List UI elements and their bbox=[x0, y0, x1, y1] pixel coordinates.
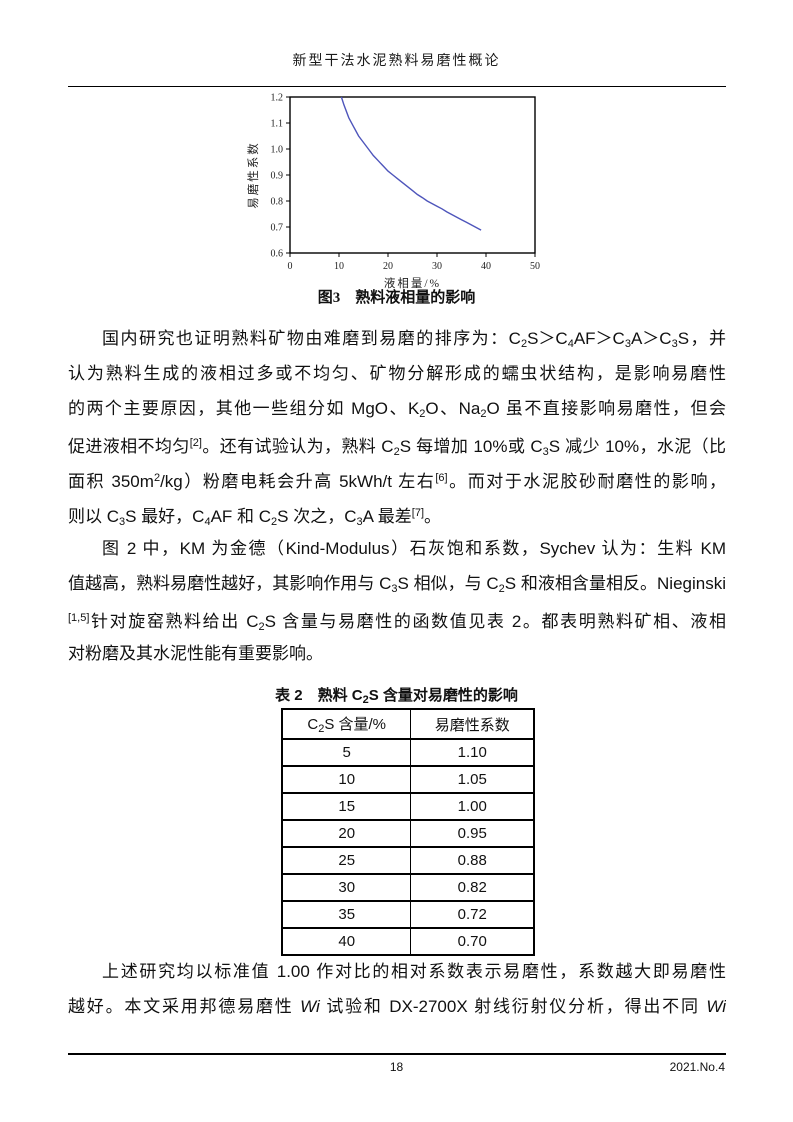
page-number: 18 bbox=[389, 1060, 404, 1074]
text-line: 面积 350m2/kg）粉磨电耗会升高 5kWh/t 左右[6]。而对于水泥胶砂… bbox=[68, 472, 726, 491]
header-divider bbox=[68, 86, 726, 87]
svg-text:0.6: 0.6 bbox=[271, 249, 284, 260]
table-header-row: C2S 含量/% 易磨性系数 bbox=[281, 708, 535, 740]
table-cell: 30 bbox=[281, 873, 412, 902]
table-cell: 20 bbox=[281, 819, 412, 848]
svg-text:易磨性系数: 易磨性系数 bbox=[246, 141, 260, 209]
table-row: 40 0.70 bbox=[281, 927, 535, 956]
table-cell: 25 bbox=[281, 846, 412, 875]
table-cell: 1.05 bbox=[410, 765, 535, 794]
svg-text:液相量/%: 液相量/% bbox=[384, 276, 441, 290]
text-line: 促进液相不均匀[2]。还有试验认为，熟料 C2S 每增加 10%或 C3S 减少… bbox=[68, 437, 726, 458]
text-line: 的两个主要原因，其他一些组分如 MgO、K2O、Na2O 虽不直接影响易磨性，但… bbox=[68, 399, 726, 420]
table-cell: 35 bbox=[281, 900, 412, 929]
svg-text:1.2: 1.2 bbox=[271, 93, 284, 104]
table-cell: 40 bbox=[281, 927, 412, 956]
body-text: 国内研究也证明熟料矿物由难磨到易磨的排序为：C2S＞C4AF＞C3A＞C3S，并… bbox=[68, 321, 726, 671]
table-cell: 1.00 bbox=[410, 792, 535, 821]
table-row: 15 1.00 bbox=[281, 792, 535, 821]
text-line: 图 2 中，KM 为金德（Kind-Modulus）石灰饱和系数，Sychev … bbox=[102, 539, 726, 558]
svg-text:0.7: 0.7 bbox=[271, 223, 284, 234]
text-line: 越好。本文采用邦德易磨性 Wi 试验和 DX-2700X 射线衍射仪分析，得出不… bbox=[68, 997, 726, 1016]
table-row: 20 0.95 bbox=[281, 819, 535, 848]
table-2: C2S 含量/% 易磨性系数 5 1.10 10 1.05 15 1.00 20 0.95 25 0… bbox=[281, 708, 535, 956]
table-row: 5 1.10 bbox=[281, 738, 535, 767]
svg-text:0: 0 bbox=[288, 261, 293, 272]
text-line: 对粉磨及其水泥性能有重要影响。 bbox=[68, 644, 323, 663]
svg-text:1.0: 1.0 bbox=[271, 145, 284, 156]
table-row: 25 0.88 bbox=[281, 846, 535, 875]
issue-label: 2021.No.4 bbox=[669, 1060, 725, 1074]
text-line: 国内研究也证明熟料矿物由难磨到易磨的排序为：C2S＞C4AF＞C3A＞C3S，并 bbox=[102, 329, 726, 350]
text-line: 值越高，熟料易磨性越好，其影响作用与 C3S 相似，与 C2S 和液相含量相反。… bbox=[68, 574, 726, 595]
body-text: 上述研究均以标准值 1.00 作对比的相对系数表示易磨性，系数越大即易磨性越好。… bbox=[68, 954, 726, 1024]
svg-text:30: 30 bbox=[432, 261, 442, 272]
svg-text:50: 50 bbox=[530, 261, 540, 272]
svg-text:10: 10 bbox=[334, 261, 344, 272]
table-cell: 0.88 bbox=[410, 846, 535, 875]
table-cell: 0.72 bbox=[410, 900, 535, 929]
text-line: 上述研究均以标准值 1.00 作对比的相对系数表示易磨性，系数越大即易磨性 bbox=[102, 962, 726, 981]
svg-text:1.1: 1.1 bbox=[271, 119, 284, 130]
table-row: 10 1.05 bbox=[281, 765, 535, 794]
table-cell: 0.95 bbox=[410, 819, 535, 848]
svg-text:20: 20 bbox=[383, 261, 393, 272]
figure-3-line-chart: 0 10 20 30 40 50 0.6 0.7 0.8 0.9 1.0 1.1 1.2 液相量/% 易磨性… bbox=[246, 93, 540, 291]
table-header-cell: C2S 含量/% bbox=[281, 708, 412, 740]
text-line: 认为熟料生成的液相过多或不均匀、矿物分解形成的蠕虫状结构，是影响易磨性 bbox=[68, 364, 726, 383]
table-cell: 5 bbox=[281, 738, 412, 767]
table-header-cell: 易磨性系数 bbox=[410, 708, 535, 740]
text-line: 则以 C3S 最好，C4AF 和 C2S 次之，C3A 最差[7]。 bbox=[68, 507, 441, 528]
figure-caption: 图3 熟料液相量的影响 bbox=[317, 290, 476, 306]
table-row: 30 0.82 bbox=[281, 873, 535, 902]
page-title: 新型干法水泥熟料易磨性概论 bbox=[292, 54, 501, 69]
table-row: 35 0.72 bbox=[281, 900, 535, 929]
text-line: [1,5]针对旋窑熟料给出 C2S 含量与易磨性的函数值见表 2。都表明熟料矿相… bbox=[68, 612, 726, 633]
svg-text:40: 40 bbox=[481, 261, 491, 272]
svg-text:0.9: 0.9 bbox=[271, 171, 284, 182]
table-cell: 1.10 bbox=[410, 738, 535, 767]
table-title: 表 2 熟料 C2S 含量对易磨性的影响 bbox=[275, 687, 518, 706]
table-cell: 10 bbox=[281, 765, 412, 794]
svg-text:0.8: 0.8 bbox=[271, 197, 284, 208]
table-cell: 15 bbox=[281, 792, 412, 821]
table-cell: 0.70 bbox=[410, 927, 535, 956]
table-cell: 0.82 bbox=[410, 873, 535, 902]
footer-divider bbox=[68, 1053, 726, 1055]
